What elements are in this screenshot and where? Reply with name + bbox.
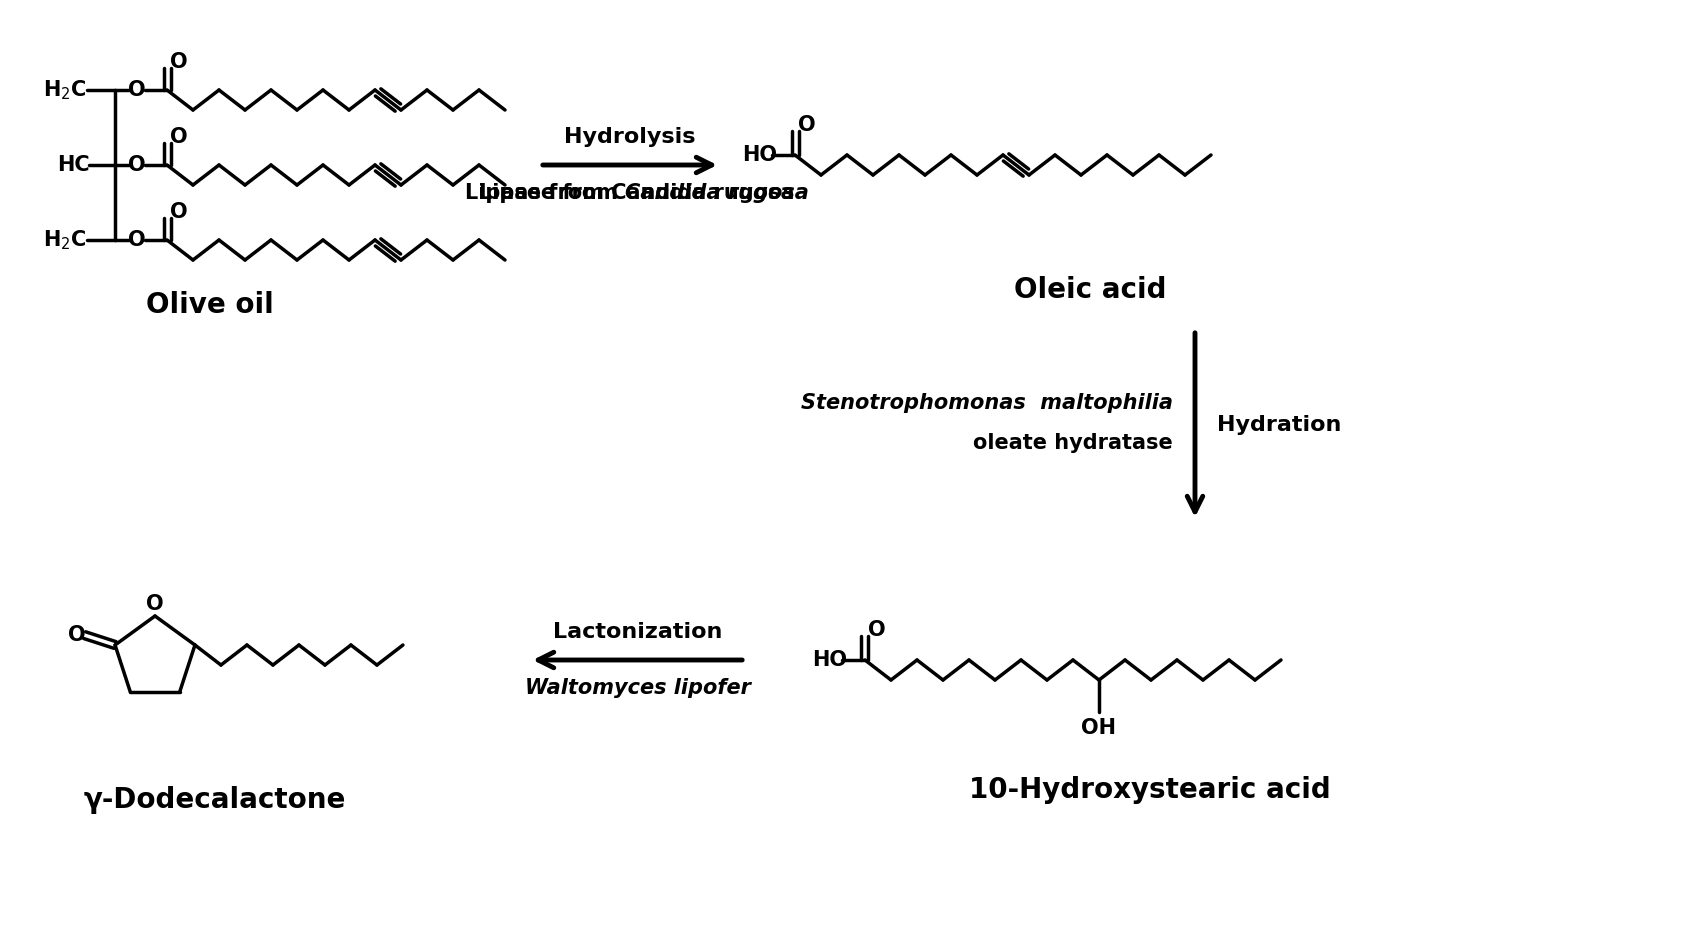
- Text: Stenotrophomonas  maltophilia: Stenotrophomonas maltophilia: [801, 393, 1172, 413]
- Text: O: O: [128, 155, 145, 175]
- Text: O: O: [799, 115, 816, 135]
- Text: Olive oil: Olive oil: [147, 291, 274, 319]
- Text: Hydrolysis: Hydrolysis: [564, 127, 696, 147]
- Text: O: O: [128, 230, 145, 250]
- Text: H$_2$C: H$_2$C: [44, 228, 86, 252]
- Text: O: O: [171, 52, 187, 72]
- Text: Lipase from: Lipase from: [478, 183, 625, 203]
- Text: O: O: [68, 625, 86, 645]
- Text: O: O: [171, 127, 187, 147]
- Text: 10-Hydroxystearic acid: 10-Hydroxystearic acid: [969, 776, 1331, 804]
- Text: Waltomyces lipofer: Waltomyces lipofer: [525, 678, 750, 698]
- Text: HO: HO: [812, 650, 848, 670]
- Text: OH: OH: [1081, 718, 1116, 738]
- Text: HC: HC: [57, 155, 90, 175]
- Text: H$_2$C: H$_2$C: [44, 79, 86, 101]
- Text: O: O: [128, 80, 145, 100]
- Text: HO: HO: [743, 145, 777, 165]
- Text: Oleic acid: Oleic acid: [1013, 276, 1165, 304]
- Text: O: O: [868, 620, 885, 640]
- Text: O: O: [147, 594, 164, 614]
- Text: Candida rugosa: Candida rugosa: [625, 183, 809, 203]
- Text: Lactonization: Lactonization: [552, 622, 723, 642]
- Text: oleate hydratase: oleate hydratase: [973, 433, 1172, 453]
- Text: O: O: [171, 202, 187, 222]
- Text: Lipase from Candida rugosa: Lipase from Candida rugosa: [464, 183, 796, 203]
- Text: Hydration: Hydration: [1218, 415, 1341, 435]
- Text: γ-Dodecalactone: γ-Dodecalactone: [84, 786, 346, 814]
